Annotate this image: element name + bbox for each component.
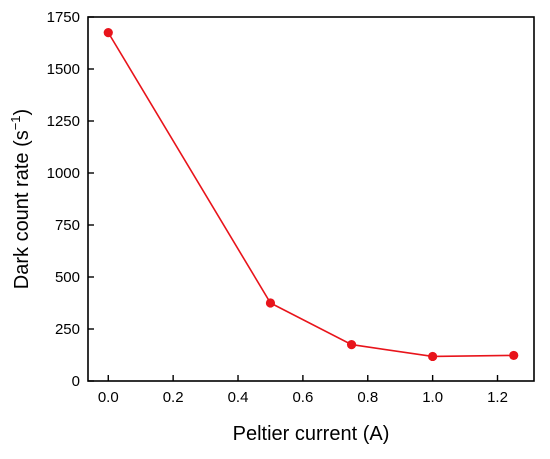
y-axis-ticks: 0 250 500 750 1000 1250 1500 1750: [47, 9, 94, 390]
series-line: [107, 32, 514, 358]
x-axis-label: Peltier current (A): [233, 423, 390, 445]
y-axis-label-main: Dark count rate (s: [11, 130, 33, 289]
y-axis-label-superscript: −1: [8, 115, 23, 130]
data-point: [428, 351, 438, 362]
y-tick-label: 1000: [47, 165, 80, 182]
y-tick-label: 1250: [47, 113, 80, 130]
y-tick-label: 1750: [47, 9, 80, 26]
x-tick-label: 1.0: [422, 389, 443, 406]
y-tick-label: 0: [72, 373, 80, 390]
y-axis-label: Dark count rate (s−1): [8, 109, 33, 289]
y-tick-label: 750: [55, 217, 80, 234]
data-point: [265, 298, 276, 308]
y-tick-label: 500: [55, 269, 80, 286]
x-tick-label: 0.8: [357, 389, 378, 406]
x-tick-label: 1.2: [487, 389, 508, 406]
x-tick-label: 0.0: [98, 389, 119, 406]
x-tick-label: 0.6: [292, 389, 313, 406]
y-axis-label-close: ): [11, 109, 33, 116]
plot-frame: [87, 16, 535, 382]
x-tick-label: 0.4: [228, 389, 249, 406]
data-point: [346, 340, 357, 350]
y-tick-label: 250: [55, 321, 80, 338]
series-layer: [103, 27, 519, 362]
data-point: [509, 350, 519, 361]
y-tick-label: 1500: [47, 61, 80, 78]
data-point: [103, 27, 113, 38]
x-tick-label: 0.2: [163, 389, 184, 406]
x-axis-ticks: 0.0 0.2 0.4 0.6 0.8 1.0 1.2: [98, 375, 508, 406]
